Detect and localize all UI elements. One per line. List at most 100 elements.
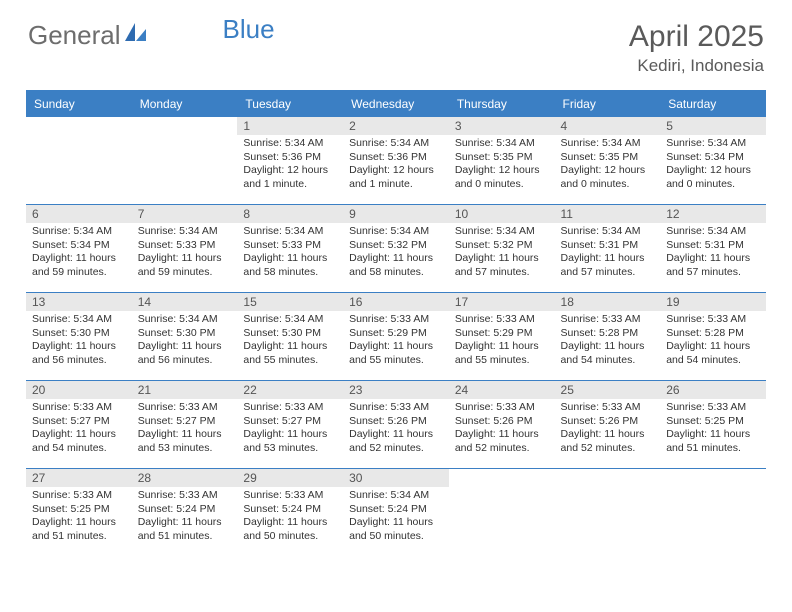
day-content: Sunrise: 5:34 AMSunset: 5:30 PMDaylight:… (132, 311, 238, 372)
day-content: Sunrise: 5:33 AMSunset: 5:24 PMDaylight:… (237, 487, 343, 548)
day-number: 11 (555, 204, 661, 223)
day-number: 22 (237, 380, 343, 399)
calendar-cell (555, 468, 661, 556)
day-number-empty (449, 468, 555, 486)
day-content: Sunrise: 5:34 AMSunset: 5:33 PMDaylight:… (132, 223, 238, 284)
calendar-body: 1Sunrise: 5:34 AMSunset: 5:36 PMDaylight… (26, 116, 766, 556)
calendar-cell: 6Sunrise: 5:34 AMSunset: 5:34 PMDaylight… (26, 204, 132, 292)
day-number: 3 (449, 116, 555, 135)
calendar-cell: 17Sunrise: 5:33 AMSunset: 5:29 PMDayligh… (449, 292, 555, 380)
day-number: 21 (132, 380, 238, 399)
calendar-cell: 29Sunrise: 5:33 AMSunset: 5:24 PMDayligh… (237, 468, 343, 556)
calendar-cell: 30Sunrise: 5:34 AMSunset: 5:24 PMDayligh… (343, 468, 449, 556)
day-number-empty (660, 468, 766, 486)
day-number: 1 (237, 116, 343, 135)
day-content: Sunrise: 5:34 AMSunset: 5:30 PMDaylight:… (26, 311, 132, 372)
weekday-header: Tuesday (237, 91, 343, 116)
calendar-cell (132, 116, 238, 204)
day-number: 17 (449, 292, 555, 311)
page-title: April 2025 (629, 20, 764, 54)
day-content: Sunrise: 5:33 AMSunset: 5:26 PMDaylight:… (555, 399, 661, 460)
day-content: Sunrise: 5:33 AMSunset: 5:29 PMDaylight:… (449, 311, 555, 372)
calendar-cell: 9Sunrise: 5:34 AMSunset: 5:32 PMDaylight… (343, 204, 449, 292)
calendar-cell: 4Sunrise: 5:34 AMSunset: 5:35 PMDaylight… (555, 116, 661, 204)
calendar-cell: 13Sunrise: 5:34 AMSunset: 5:30 PMDayligh… (26, 292, 132, 380)
weekday-header: Monday (132, 91, 238, 116)
calendar-cell: 22Sunrise: 5:33 AMSunset: 5:27 PMDayligh… (237, 380, 343, 468)
calendar-cell: 12Sunrise: 5:34 AMSunset: 5:31 PMDayligh… (660, 204, 766, 292)
day-number-empty (132, 116, 238, 134)
day-number: 7 (132, 204, 238, 223)
day-content: Sunrise: 5:34 AMSunset: 5:24 PMDaylight:… (343, 487, 449, 548)
day-number-empty (26, 116, 132, 134)
day-number: 27 (26, 468, 132, 487)
day-content: Sunrise: 5:33 AMSunset: 5:28 PMDaylight:… (555, 311, 661, 372)
calendar-row: 6Sunrise: 5:34 AMSunset: 5:34 PMDaylight… (26, 204, 766, 292)
day-content: Sunrise: 5:34 AMSunset: 5:33 PMDaylight:… (237, 223, 343, 284)
day-content: Sunrise: 5:34 AMSunset: 5:31 PMDaylight:… (660, 223, 766, 284)
calendar-cell: 25Sunrise: 5:33 AMSunset: 5:26 PMDayligh… (555, 380, 661, 468)
day-number: 12 (660, 204, 766, 223)
day-content: Sunrise: 5:33 AMSunset: 5:27 PMDaylight:… (132, 399, 238, 460)
calendar-cell: 20Sunrise: 5:33 AMSunset: 5:27 PMDayligh… (26, 380, 132, 468)
day-number: 24 (449, 380, 555, 399)
day-content: Sunrise: 5:34 AMSunset: 5:30 PMDaylight:… (237, 311, 343, 372)
weekday-header: Friday (555, 91, 661, 116)
day-number: 16 (343, 292, 449, 311)
weekday-header: Sunday (26, 91, 132, 116)
day-number: 29 (237, 468, 343, 487)
day-number: 28 (132, 468, 238, 487)
calendar-row: 1Sunrise: 5:34 AMSunset: 5:36 PMDaylight… (26, 116, 766, 204)
calendar-cell: 21Sunrise: 5:33 AMSunset: 5:27 PMDayligh… (132, 380, 238, 468)
calendar-cell: 26Sunrise: 5:33 AMSunset: 5:25 PMDayligh… (660, 380, 766, 468)
day-number: 6 (26, 204, 132, 223)
day-number: 25 (555, 380, 661, 399)
day-number: 19 (660, 292, 766, 311)
day-content: Sunrise: 5:34 AMSunset: 5:36 PMDaylight:… (237, 135, 343, 196)
title-block: April 2025 Kediri, Indonesia (629, 20, 764, 76)
calendar-cell: 24Sunrise: 5:33 AMSunset: 5:26 PMDayligh… (449, 380, 555, 468)
calendar-cell: 5Sunrise: 5:34 AMSunset: 5:34 PMDaylight… (660, 116, 766, 204)
calendar-cell: 8Sunrise: 5:34 AMSunset: 5:33 PMDaylight… (237, 204, 343, 292)
calendar-head: SundayMondayTuesdayWednesdayThursdayFrid… (26, 91, 766, 116)
day-number: 4 (555, 116, 661, 135)
day-content: Sunrise: 5:33 AMSunset: 5:28 PMDaylight:… (660, 311, 766, 372)
header: General Blue April 2025 Kediri, Indonesi… (0, 0, 792, 84)
day-number: 8 (237, 204, 343, 223)
calendar-cell (449, 468, 555, 556)
calendar-cell: 1Sunrise: 5:34 AMSunset: 5:36 PMDaylight… (237, 116, 343, 204)
day-number: 9 (343, 204, 449, 223)
day-number: 23 (343, 380, 449, 399)
day-number: 5 (660, 116, 766, 135)
day-content: Sunrise: 5:34 AMSunset: 5:35 PMDaylight:… (555, 135, 661, 196)
logo-sail-icon (125, 23, 147, 48)
logo-text-2: Blue (223, 14, 275, 45)
logo-text-1: General (28, 20, 121, 51)
calendar-cell: 27Sunrise: 5:33 AMSunset: 5:25 PMDayligh… (26, 468, 132, 556)
calendar-cell: 19Sunrise: 5:33 AMSunset: 5:28 PMDayligh… (660, 292, 766, 380)
calendar-cell: 3Sunrise: 5:34 AMSunset: 5:35 PMDaylight… (449, 116, 555, 204)
day-content: Sunrise: 5:33 AMSunset: 5:26 PMDaylight:… (343, 399, 449, 460)
day-number: 13 (26, 292, 132, 311)
day-content: Sunrise: 5:33 AMSunset: 5:24 PMDaylight:… (132, 487, 238, 548)
day-content: Sunrise: 5:33 AMSunset: 5:29 PMDaylight:… (343, 311, 449, 372)
day-content: Sunrise: 5:33 AMSunset: 5:26 PMDaylight:… (449, 399, 555, 460)
weekday-header: Thursday (449, 91, 555, 116)
calendar-cell: 14Sunrise: 5:34 AMSunset: 5:30 PMDayligh… (132, 292, 238, 380)
day-content: Sunrise: 5:34 AMSunset: 5:32 PMDaylight:… (449, 223, 555, 284)
calendar-cell: 16Sunrise: 5:33 AMSunset: 5:29 PMDayligh… (343, 292, 449, 380)
calendar-cell: 23Sunrise: 5:33 AMSunset: 5:26 PMDayligh… (343, 380, 449, 468)
calendar-cell: 18Sunrise: 5:33 AMSunset: 5:28 PMDayligh… (555, 292, 661, 380)
calendar-table: SundayMondayTuesdayWednesdayThursdayFrid… (26, 90, 766, 556)
day-number: 20 (26, 380, 132, 399)
day-content: Sunrise: 5:33 AMSunset: 5:27 PMDaylight:… (26, 399, 132, 460)
calendar-row: 20Sunrise: 5:33 AMSunset: 5:27 PMDayligh… (26, 380, 766, 468)
calendar-cell: 10Sunrise: 5:34 AMSunset: 5:32 PMDayligh… (449, 204, 555, 292)
day-content: Sunrise: 5:34 AMSunset: 5:35 PMDaylight:… (449, 135, 555, 196)
day-number: 10 (449, 204, 555, 223)
calendar-cell (26, 116, 132, 204)
day-number: 26 (660, 380, 766, 399)
day-number: 2 (343, 116, 449, 135)
calendar-cell: 15Sunrise: 5:34 AMSunset: 5:30 PMDayligh… (237, 292, 343, 380)
weekday-header: Wednesday (343, 91, 449, 116)
